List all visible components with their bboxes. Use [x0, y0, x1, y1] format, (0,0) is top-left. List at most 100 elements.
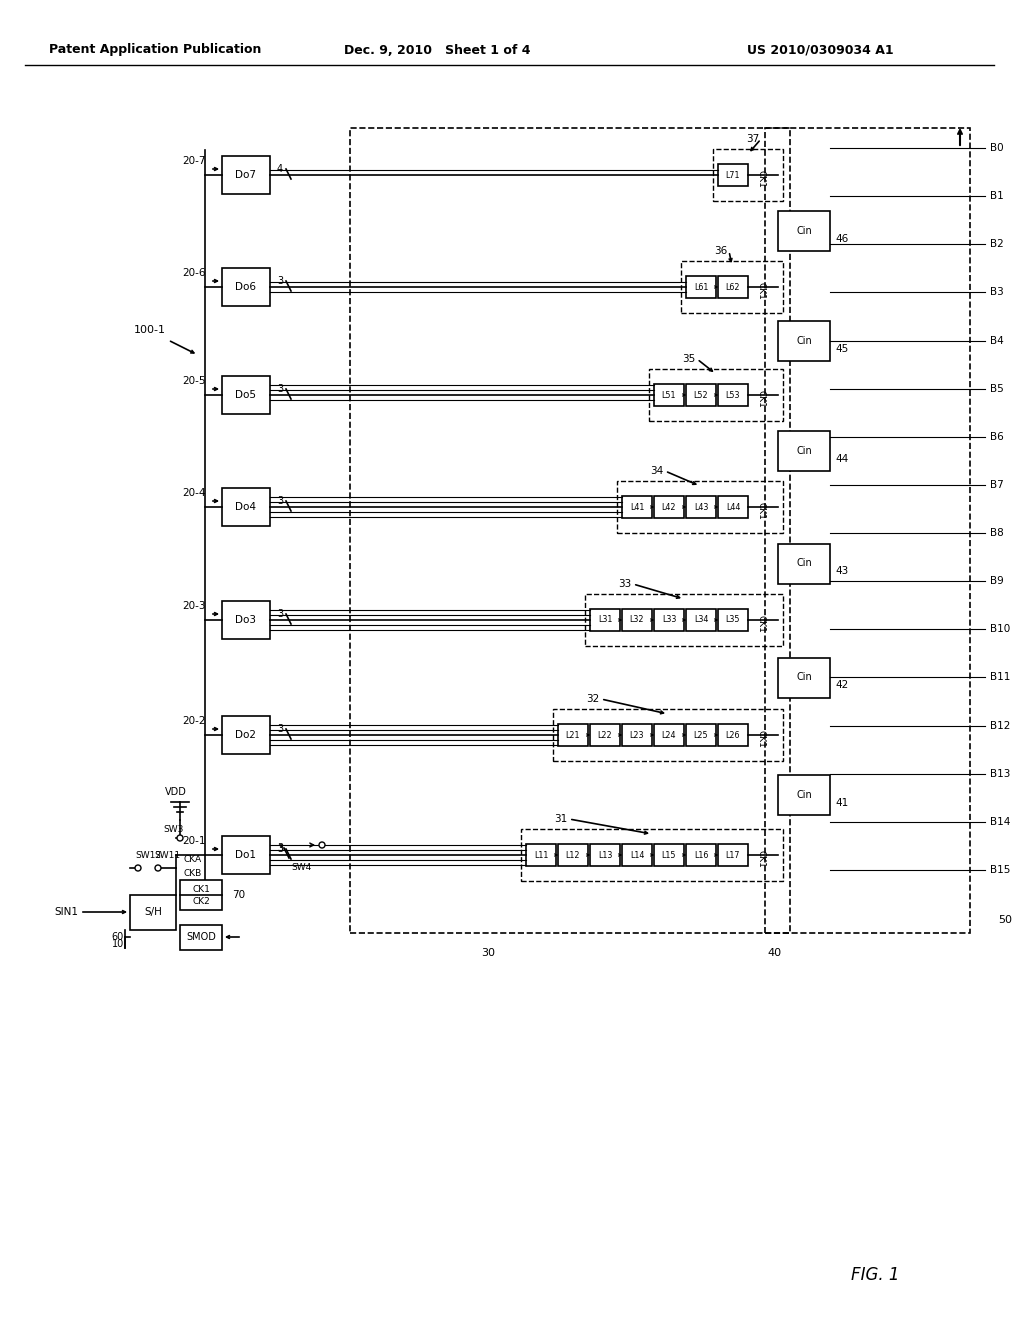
Text: L31: L31 — [598, 615, 612, 624]
Bar — [778, 432, 830, 471]
Text: 20-6: 20-6 — [182, 268, 206, 279]
Text: Cin: Cin — [796, 337, 812, 346]
Bar — [778, 775, 830, 814]
Text: 70: 70 — [232, 890, 245, 900]
Text: B2: B2 — [990, 239, 1004, 249]
Text: 3: 3 — [276, 723, 283, 734]
Text: L32: L32 — [630, 615, 644, 624]
Text: L11: L11 — [534, 850, 548, 859]
Text: Cin: Cin — [796, 789, 812, 800]
Text: VDD: VDD — [165, 787, 187, 797]
Text: CK1: CK1 — [757, 391, 766, 408]
Bar — [222, 601, 270, 639]
Text: L15: L15 — [662, 850, 676, 859]
Text: B15: B15 — [990, 865, 1011, 875]
Circle shape — [155, 865, 161, 871]
Text: CK1: CK1 — [757, 502, 766, 520]
Text: B11: B11 — [990, 672, 1011, 682]
Bar — [778, 321, 830, 360]
Text: L71: L71 — [726, 170, 740, 180]
Bar — [585, 594, 783, 645]
Text: B12: B12 — [990, 721, 1011, 730]
Bar — [649, 370, 783, 421]
Bar — [681, 261, 783, 313]
Text: L23: L23 — [630, 730, 644, 739]
Bar — [778, 544, 830, 583]
Text: SW11: SW11 — [154, 851, 180, 861]
Text: L26: L26 — [726, 730, 740, 739]
Text: 20-1: 20-1 — [182, 836, 206, 846]
Bar — [686, 276, 716, 298]
Text: L34: L34 — [694, 615, 709, 624]
Bar — [718, 609, 748, 631]
Bar — [590, 843, 620, 866]
Text: Do7: Do7 — [236, 170, 256, 180]
Circle shape — [319, 842, 325, 847]
Bar — [718, 496, 748, 517]
Text: Cin: Cin — [796, 226, 812, 236]
Text: L51: L51 — [662, 391, 676, 400]
Text: B9: B9 — [990, 577, 1004, 586]
Bar — [590, 723, 620, 746]
Bar — [222, 268, 270, 306]
Text: 4: 4 — [276, 164, 283, 174]
Text: L25: L25 — [693, 730, 709, 739]
Bar — [180, 925, 222, 950]
Text: 100-1: 100-1 — [134, 325, 166, 335]
Text: L13: L13 — [598, 850, 612, 859]
Text: 3: 3 — [276, 276, 283, 286]
Text: CK1: CK1 — [757, 615, 766, 632]
Text: Cin: Cin — [796, 672, 812, 682]
Text: Do3: Do3 — [236, 615, 256, 624]
Text: CKA: CKA — [184, 855, 202, 865]
Text: SW12: SW12 — [135, 851, 161, 861]
Text: B1: B1 — [990, 191, 1004, 201]
Bar — [222, 156, 270, 194]
Bar — [558, 843, 588, 866]
Text: L21: L21 — [565, 730, 581, 739]
Bar — [521, 829, 783, 880]
Bar — [654, 384, 684, 407]
Text: L41: L41 — [630, 503, 644, 511]
Text: L14: L14 — [630, 850, 644, 859]
Text: B0: B0 — [990, 143, 1004, 153]
Text: 20-7: 20-7 — [182, 156, 206, 166]
Bar — [718, 723, 748, 746]
Text: CK1: CK1 — [193, 884, 210, 894]
Bar — [180, 880, 222, 909]
Text: 46: 46 — [836, 234, 849, 244]
Bar — [350, 128, 790, 933]
Text: 3: 3 — [276, 384, 283, 393]
Text: 45: 45 — [836, 345, 849, 354]
Text: Do1: Do1 — [236, 850, 256, 861]
Bar — [718, 384, 748, 407]
Bar — [765, 128, 970, 933]
Text: L52: L52 — [693, 391, 709, 400]
Bar — [686, 609, 716, 631]
Text: L24: L24 — [662, 730, 676, 739]
Bar — [622, 843, 652, 866]
Text: CK1: CK1 — [757, 850, 766, 869]
Text: B6: B6 — [990, 432, 1004, 442]
Text: 10: 10 — [112, 939, 124, 949]
Bar — [654, 843, 684, 866]
Text: Do4: Do4 — [236, 502, 256, 512]
Text: 3: 3 — [276, 496, 283, 506]
Bar — [718, 164, 748, 186]
Text: S/H: S/H — [144, 907, 162, 917]
Text: B14: B14 — [990, 817, 1011, 826]
Bar — [590, 609, 620, 631]
Text: US 2010/0309034 A1: US 2010/0309034 A1 — [746, 44, 893, 57]
Bar — [558, 723, 588, 746]
Text: L61: L61 — [694, 282, 709, 292]
Circle shape — [177, 836, 183, 841]
Text: 34: 34 — [650, 466, 664, 477]
Text: B13: B13 — [990, 768, 1011, 779]
Text: 20-2: 20-2 — [182, 715, 206, 726]
Text: 44: 44 — [836, 454, 849, 465]
Bar — [222, 836, 270, 874]
Text: FIG. 1: FIG. 1 — [851, 1266, 899, 1284]
Bar — [713, 149, 783, 201]
Bar — [718, 843, 748, 866]
Bar — [617, 480, 783, 533]
